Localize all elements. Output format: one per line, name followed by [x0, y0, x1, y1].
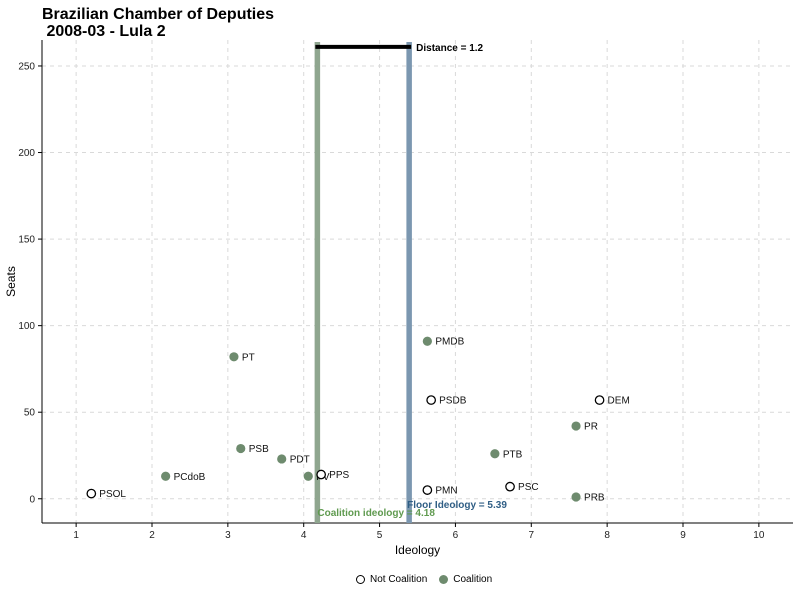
party-label: PR: [584, 422, 598, 433]
party-label: PT: [242, 352, 255, 363]
legend-label-coalition: Coalition: [453, 574, 493, 585]
legend-item-not-coalition: Not Coalition: [356, 574, 427, 585]
party-point-coalition: [571, 421, 581, 431]
party-point-coalition: [236, 443, 246, 454]
x-tick-label: 3: [225, 530, 231, 541]
y-tick-label: 200: [18, 148, 35, 159]
party-label: PPS: [329, 470, 349, 481]
party-label: PCdoB: [174, 472, 206, 483]
party-point-coalition: [303, 471, 313, 481]
party-label: PRB: [584, 493, 605, 504]
legend-item-coalition: Coalition: [439, 574, 492, 585]
y-axis-title: Seats: [4, 266, 18, 297]
x-tick-label: 2: [149, 530, 155, 541]
y-tick-label: 150: [18, 235, 35, 246]
party-point-coalition: [229, 352, 239, 362]
x-tick-label: 9: [680, 530, 686, 541]
party-point-not-coalition: [86, 488, 97, 499]
legend-key-filled-circle-icon: [439, 575, 449, 584]
y-tick-label: 0: [29, 494, 35, 505]
chart-title: Brazilian Chamber of Deputies 2008-03 - …: [42, 6, 275, 40]
party-point-coalition: [571, 492, 581, 502]
y-tick-label: 50: [24, 408, 36, 419]
party-point-not-coalition: [505, 481, 515, 492]
x-tick-label: 4: [301, 530, 307, 541]
y-tick-label: 250: [18, 61, 35, 72]
y-tick-label: 100: [18, 321, 35, 332]
party-label: PSC: [518, 482, 539, 493]
x-axis-title: Ideology: [395, 543, 440, 557]
party-point-not-coalition: [422, 485, 433, 495]
x-tick-label: 5: [377, 530, 383, 541]
party-label: PTB: [503, 449, 523, 460]
party-label: PMDB: [435, 337, 464, 348]
party-label: DEM: [608, 396, 630, 407]
x-tick-label: 7: [529, 530, 535, 541]
party-label: PDT: [290, 454, 310, 465]
legend-key-open-circle-icon: [356, 575, 365, 584]
legend: Not Coalition Coalition: [356, 574, 498, 585]
party-point-not-coalition: [426, 395, 437, 405]
party-point-coalition: [277, 454, 287, 464]
legend-label-not-coalition: Not Coalition: [370, 574, 428, 585]
distance-label: Distance = 1.2: [416, 43, 483, 54]
party-point-coalition: [422, 336, 432, 346]
floor-ideology-label: Floor Ideology = 5.39: [407, 500, 507, 511]
party-label: PMN: [435, 486, 457, 497]
x-tick-label: 8: [604, 530, 610, 541]
x-tick-label: 10: [753, 530, 765, 541]
coalition-ideology-label: Coalition ideology = 4.18: [317, 508, 435, 519]
party-point-coalition: [490, 449, 500, 459]
x-tick-label: 1: [73, 530, 79, 541]
x-tick-label: 6: [453, 530, 459, 541]
party-label: PSB: [249, 444, 269, 455]
party-point-not-coalition: [594, 395, 605, 405]
party-label: PSOL: [99, 489, 126, 500]
party-label: PSDB: [439, 396, 467, 407]
party-point-coalition: [161, 471, 171, 481]
party-point-not-coalition: [316, 469, 327, 480]
